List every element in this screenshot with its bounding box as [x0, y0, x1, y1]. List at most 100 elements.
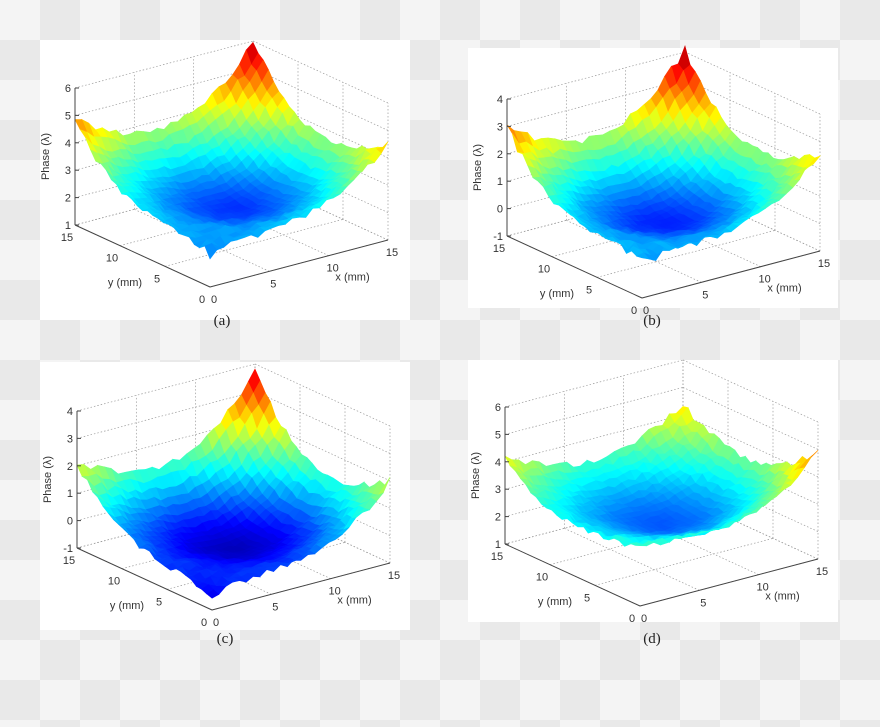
surface-patch [204, 242, 218, 260]
grid-line [252, 40, 389, 104]
z-tick-label: 4 [495, 457, 501, 469]
y-tick-label: 0 [629, 613, 635, 625]
z-tick-label: 0 [497, 204, 503, 216]
grid-line [254, 363, 391, 427]
y-tick-label: 5 [154, 273, 160, 285]
y-tick-label: 15 [493, 243, 505, 255]
y-tick-label: 5 [156, 596, 162, 608]
x-tick-label: 10 [759, 274, 771, 286]
z-tick-label: 3 [495, 484, 501, 496]
surface [74, 41, 389, 260]
z-axis-label: Phase (λ) [472, 144, 484, 191]
x-tick-label: 15 [388, 570, 400, 582]
panel-d-caption: (d) [643, 631, 661, 647]
surface [76, 368, 391, 599]
grid-line [504, 359, 684, 408]
y-axis [74, 224, 211, 288]
panel-b-caption: (b) [643, 313, 661, 329]
z-tick-label: -1 [63, 543, 73, 555]
x-tick-label: 10 [327, 263, 339, 275]
grid-line [164, 218, 344, 267]
x-tick-label: 15 [386, 247, 398, 259]
z-tick-label: 4 [67, 406, 73, 418]
grid-line [506, 79, 686, 127]
grid-line [684, 51, 821, 115]
x-tick-label: 5 [702, 289, 708, 301]
y-axis-label: y (mm) [540, 288, 574, 300]
panel-c-caption: (c) [216, 631, 234, 647]
z-tick-label: 3 [67, 433, 73, 445]
z-tick-label: 1 [65, 220, 71, 232]
y-tick-label: 15 [491, 551, 503, 563]
x-tick-label: 15 [818, 258, 830, 270]
z-tick-label: 1 [67, 488, 73, 500]
z-tick-label: 6 [65, 83, 71, 95]
z-axis-label: Phase (λ) [42, 456, 54, 503]
x-tick-label: 5 [272, 601, 278, 613]
grid-line [74, 68, 254, 116]
grid-line [252, 68, 389, 131]
x-tick-label: 0 [641, 613, 647, 625]
y-tick-label: 0 [631, 305, 637, 317]
grid-line [74, 40, 254, 89]
x-axis-label: x (mm) [765, 591, 799, 603]
surface-patch [636, 252, 650, 260]
z-tick-label: 4 [65, 138, 71, 150]
z-tick-label: 1 [497, 176, 503, 188]
y-axis-label: y (mm) [108, 277, 142, 289]
x-axis [209, 239, 389, 288]
x-tick-label: 5 [270, 278, 276, 290]
z-tick-label: 3 [497, 121, 503, 133]
x-tick-label: 15 [816, 566, 828, 578]
y-tick-label: 5 [586, 284, 592, 296]
x-axis [641, 250, 821, 299]
z-tick-label: 5 [495, 429, 501, 441]
surface [506, 45, 821, 262]
z-tick-label: 5 [65, 110, 71, 122]
grid-line [254, 391, 391, 454]
y-tick-label: 10 [106, 253, 118, 265]
z-tick-label: 2 [497, 149, 503, 161]
x-tick-label: 0 [213, 617, 219, 629]
y-tick-label: 15 [61, 232, 73, 244]
y-tick-label: 10 [536, 572, 548, 584]
y-axis [504, 543, 641, 607]
surface [504, 406, 819, 547]
y-tick-label: 0 [199, 294, 205, 306]
z-tick-label: 2 [67, 461, 73, 473]
grid-line [76, 363, 256, 412]
y-axis-label: y (mm) [110, 600, 144, 612]
x-tick-label: 5 [700, 597, 706, 609]
grid-line [596, 229, 776, 278]
x-tick-label: 0 [643, 305, 649, 317]
x-axis-label: x (mm) [767, 283, 801, 295]
grid-line [76, 391, 256, 439]
z-tick-label: 3 [65, 165, 71, 177]
z-axis-label: Phase (λ) [470, 452, 482, 499]
z-tick-label: 4 [497, 94, 503, 106]
z-tick-label: 1 [495, 539, 501, 551]
panel-a-caption: (a) [213, 313, 231, 329]
y-axis [506, 235, 643, 299]
z-tick-label: 2 [495, 512, 501, 524]
y-tick-label: 5 [584, 592, 590, 604]
x-axis-label: x (mm) [337, 595, 371, 607]
y-tick-label: 0 [201, 617, 207, 629]
z-tick-label: 0 [67, 516, 73, 528]
y-tick-label: 10 [108, 576, 120, 588]
grid-line [506, 51, 686, 100]
z-tick-label: -1 [493, 231, 503, 243]
y-tick-label: 10 [538, 264, 550, 276]
x-axis-label: x (mm) [335, 272, 369, 284]
grid-line [76, 418, 256, 467]
z-tick-label: 6 [495, 402, 501, 414]
y-tick-label: 15 [63, 555, 75, 567]
z-tick-label: 2 [65, 193, 71, 205]
grid-line [684, 79, 821, 142]
z-axis-label: Phase (λ) [40, 133, 52, 180]
